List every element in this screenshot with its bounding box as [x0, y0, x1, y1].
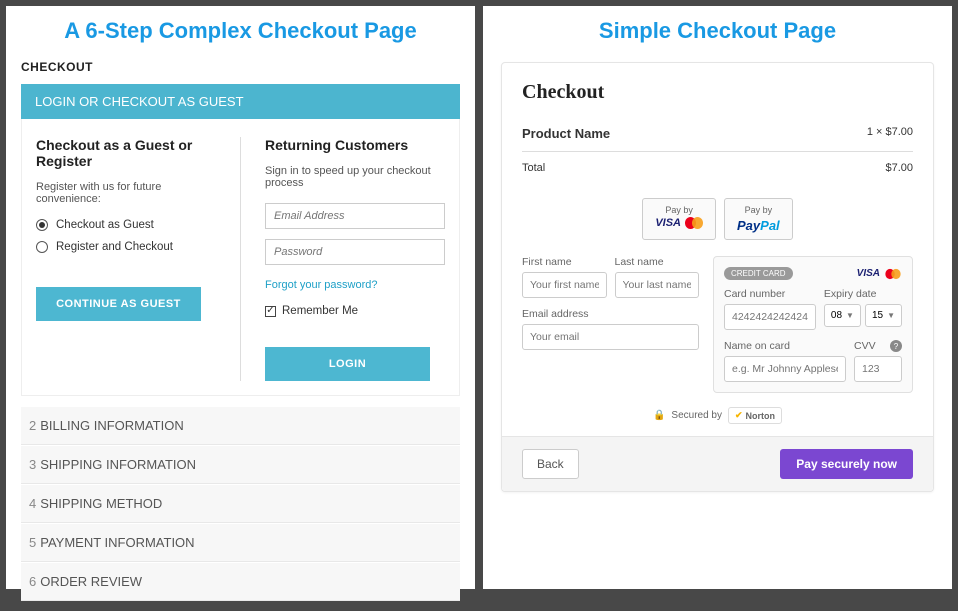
chevron-down-icon: ▼: [846, 311, 854, 320]
checkout-heading: Checkout: [522, 81, 913, 104]
norton-badge: ✔Norton: [728, 407, 782, 424]
name-on-card-input[interactable]: [724, 356, 846, 382]
total-label: Total: [522, 162, 545, 174]
mastercard-icon: [885, 268, 900, 278]
total-row: Total $7.00: [522, 156, 913, 180]
checkout-label: CHECKOUT: [21, 60, 460, 74]
pay-by-paypal-button[interactable]: Pay by PayPal: [724, 198, 793, 240]
email-label: Email address: [522, 308, 699, 320]
forgot-password-link[interactable]: Forgot your password?: [265, 279, 378, 291]
pay-by-label: Pay by: [737, 205, 780, 215]
checkbox-icon: ✓: [265, 306, 276, 317]
total-value: $7.00: [885, 162, 913, 174]
radio-label: Register and Checkout: [56, 241, 173, 253]
remember-me-checkbox[interactable]: ✓ Remember Me: [265, 305, 445, 317]
secured-by-label: Secured by: [671, 410, 722, 421]
remember-label: Remember Me: [282, 305, 358, 317]
guest-sub: Register with us for future convenience:: [36, 181, 216, 205]
cvv-label: CVV: [854, 340, 876, 352]
mastercard-icon: [685, 217, 703, 229]
cvv-input[interactable]: [854, 356, 902, 382]
first-name-label: First name: [522, 256, 607, 268]
step-order-review[interactable]: 6ORDER REVIEW: [21, 562, 460, 601]
chevron-down-icon: ▼: [887, 311, 895, 320]
email-input-simple[interactable]: [522, 324, 699, 350]
steps-list: 2BILLING INFORMATION 3SHIPPING INFORMATI…: [21, 406, 460, 601]
product-name: Product Name: [522, 126, 610, 141]
card-number-input[interactable]: [724, 304, 816, 330]
step-billing[interactable]: 2BILLING INFORMATION: [21, 406, 460, 445]
continue-as-guest-button[interactable]: CONTINUE AS GUEST: [36, 287, 201, 321]
simple-checkout-panel: Simple Checkout Page Checkout Product Na…: [483, 6, 952, 589]
radio-label: Checkout as Guest: [56, 219, 154, 231]
guest-title: Checkout as a Guest or Register: [36, 137, 216, 169]
back-button[interactable]: Back: [522, 449, 579, 479]
paypal-icon: PayPal: [737, 218, 780, 233]
returning-sub: Sign in to speed up your checkout proces…: [265, 165, 445, 189]
panel-title-left: A 6-Step Complex Checkout Page: [6, 6, 475, 52]
credit-card-box: CREDIT CARD VISA Card number Expiry date: [713, 256, 913, 393]
expiry-month-select[interactable]: 08▼: [824, 304, 861, 327]
accordion-step-1-header[interactable]: LOGIN OR CHECKOUT AS GUEST: [21, 84, 460, 119]
product-row: Product Name 1 × $7.00: [522, 120, 913, 147]
returning-title: Returning Customers: [265, 137, 445, 153]
step-shipping-info[interactable]: 3SHIPPING INFORMATION: [21, 445, 460, 484]
radio-checkout-as-guest[interactable]: Checkout as Guest: [36, 219, 216, 231]
checkout-card: Checkout Product Name 1 × $7.00 Total $7…: [501, 62, 934, 492]
step-shipping-method[interactable]: 4SHIPPING METHOD: [21, 484, 460, 523]
radio-icon: [36, 241, 48, 253]
visa-icon: VISA: [857, 268, 880, 279]
first-name-input[interactable]: [522, 272, 607, 298]
last-name-label: Last name: [615, 256, 700, 268]
panel-title-right: Simple Checkout Page: [483, 6, 952, 52]
name-on-card-label: Name on card: [724, 340, 846, 352]
lock-icon: 🔒: [653, 410, 665, 421]
last-name-input[interactable]: [615, 272, 700, 298]
expiry-label: Expiry date: [824, 288, 902, 300]
divider: [522, 151, 913, 152]
radio-register-checkout[interactable]: Register and Checkout: [36, 241, 216, 253]
product-qty-price: 1 × $7.00: [867, 126, 913, 141]
email-input[interactable]: [265, 203, 445, 229]
card-number-label: Card number: [724, 288, 816, 300]
step-payment[interactable]: 5PAYMENT INFORMATION: [21, 523, 460, 562]
visa-icon: VISA: [655, 217, 681, 229]
pay-by-card-button[interactable]: Pay by VISA: [642, 198, 716, 240]
expiry-year-select[interactable]: 15▼: [865, 304, 902, 327]
pay-securely-button[interactable]: Pay securely now: [780, 449, 913, 479]
pay-by-label: Pay by: [655, 205, 703, 215]
login-button[interactable]: LOGIN: [265, 347, 430, 381]
help-icon[interactable]: ?: [890, 340, 902, 352]
radio-icon: [36, 219, 48, 231]
accordion-step-1-body: Checkout as a Guest or Register Register…: [21, 119, 460, 396]
complex-checkout-panel: A 6-Step Complex Checkout Page CHECKOUT …: [6, 6, 475, 589]
credit-card-pill: CREDIT CARD: [724, 267, 793, 280]
password-input[interactable]: [265, 239, 445, 265]
